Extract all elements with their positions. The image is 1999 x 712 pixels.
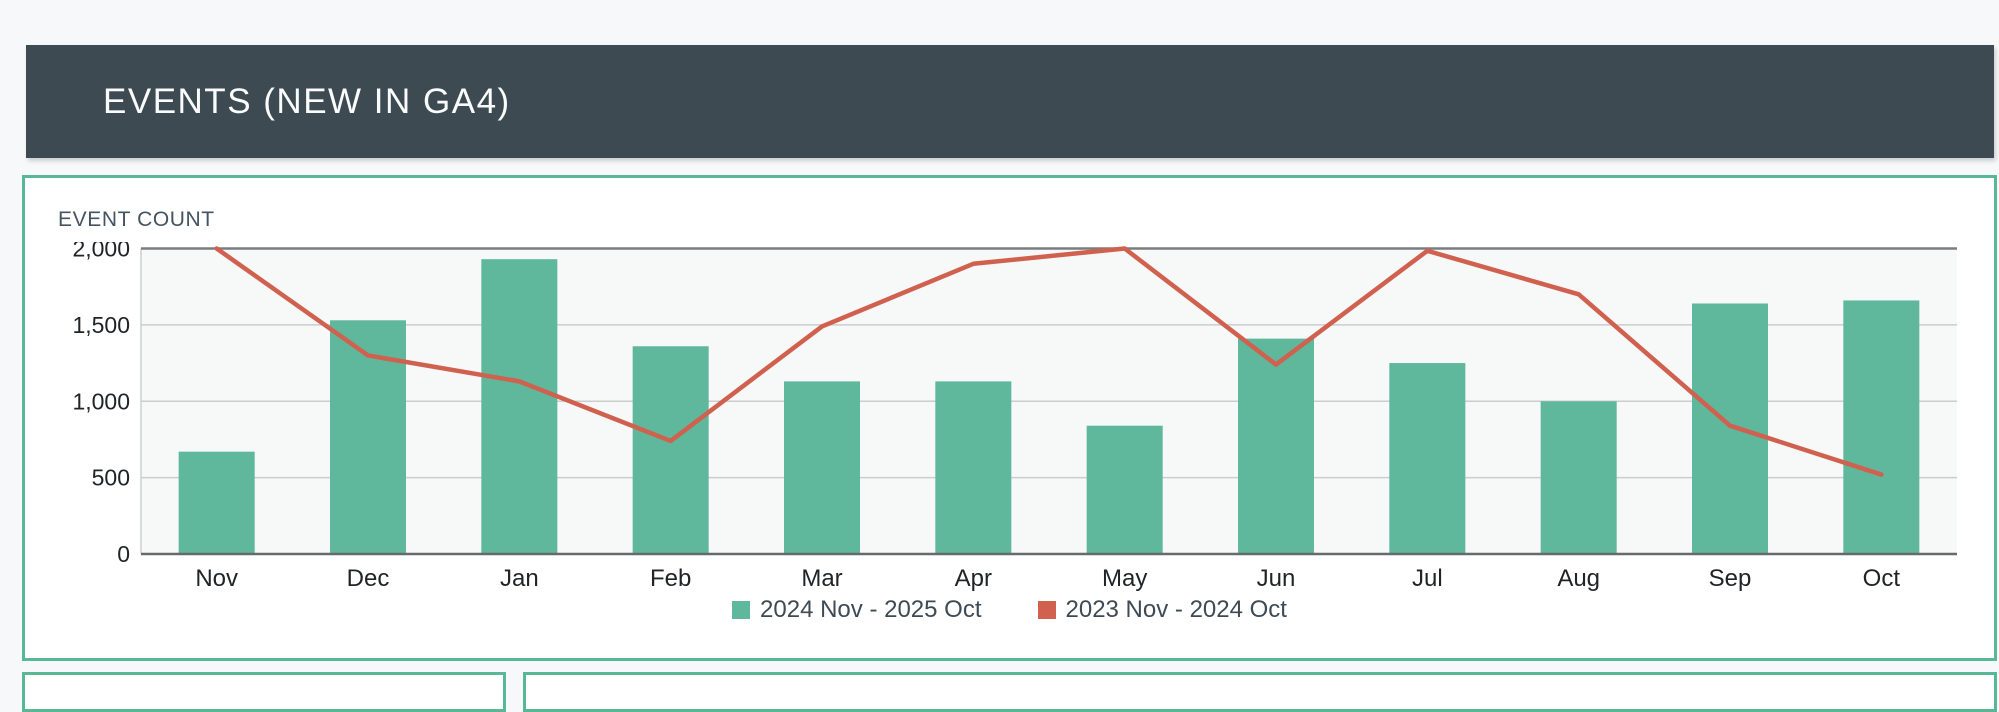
comparison-line[interactable] (214, 246, 1884, 477)
x-label-aug: Aug (1557, 565, 1600, 592)
legend-swatch-bar-series (732, 601, 751, 619)
legend-item-previous-period[interactable]: 2023 Nov - 2024 Oct (1037, 596, 1287, 624)
x-label-apr: Apr (955, 565, 992, 592)
y-tick-label-1500: 1,500 (72, 312, 130, 338)
chart-legend: 2024 Nov - 2025 Oct 2023 Nov - 2024 Oct (25, 596, 1994, 624)
y-tick-label-1000: 1,000 (72, 388, 130, 414)
bar-feb[interactable] (632, 346, 709, 554)
chart-title: EVENT COUNT (58, 208, 215, 231)
bottom-right-card-partial (523, 672, 1997, 712)
x-label-oct: Oct (1863, 565, 1901, 592)
section-title: EVENTS (NEW IN GA4) (103, 81, 511, 121)
bar-sep[interactable] (1692, 303, 1768, 554)
x-label-jun: Jun (1257, 565, 1296, 592)
legend-label-line-series: 2023 Nov - 2024 Oct (1065, 596, 1287, 623)
x-label-jan: Jan (500, 565, 539, 592)
bar-nov[interactable] (178, 451, 255, 554)
bar-jul[interactable] (1389, 363, 1466, 554)
legend-item-current-period[interactable]: 2024 Nov - 2025 Oct (732, 596, 982, 624)
bar-jan[interactable] (481, 259, 558, 554)
legend-label-bar-series: 2024 Nov - 2025 Oct (760, 596, 982, 623)
legend-swatch-line-series (1037, 601, 1056, 619)
bar-apr[interactable] (935, 381, 1012, 554)
bar-mar[interactable] (784, 381, 860, 554)
bar-aug[interactable] (1540, 401, 1617, 554)
events-combo-chart-canvas[interactable]: 0 500 1,000 1,500 2,000 Nov Dec Jan Feb Mar Apr May… (25, 242, 1994, 594)
bar-may[interactable] (1086, 425, 1163, 554)
events-chart-card: EVENT COUNT 0 500 1,000 1,500 2,000 Nov Dec Jan… (22, 175, 1997, 661)
bar-jun[interactable] (1238, 338, 1314, 554)
x-label-sep: Sep (1709, 565, 1752, 592)
x-label-may: May (1102, 565, 1147, 592)
y-tick-label-500: 500 (92, 465, 130, 491)
x-label-jul: Jul (1412, 565, 1443, 592)
y-tick-label-0: 0 (117, 541, 130, 567)
x-label-feb: Feb (650, 565, 691, 592)
y-tick-label-2000: 2,000 (72, 242, 130, 262)
x-label-nov: Nov (195, 565, 238, 592)
x-label-mar: Mar (801, 565, 842, 592)
section-header-banner: EVENTS (NEW IN GA4) (26, 45, 1994, 158)
bottom-left-card-partial (22, 672, 506, 712)
bar-oct[interactable] (1843, 300, 1920, 554)
x-label-dec: Dec (347, 565, 390, 592)
